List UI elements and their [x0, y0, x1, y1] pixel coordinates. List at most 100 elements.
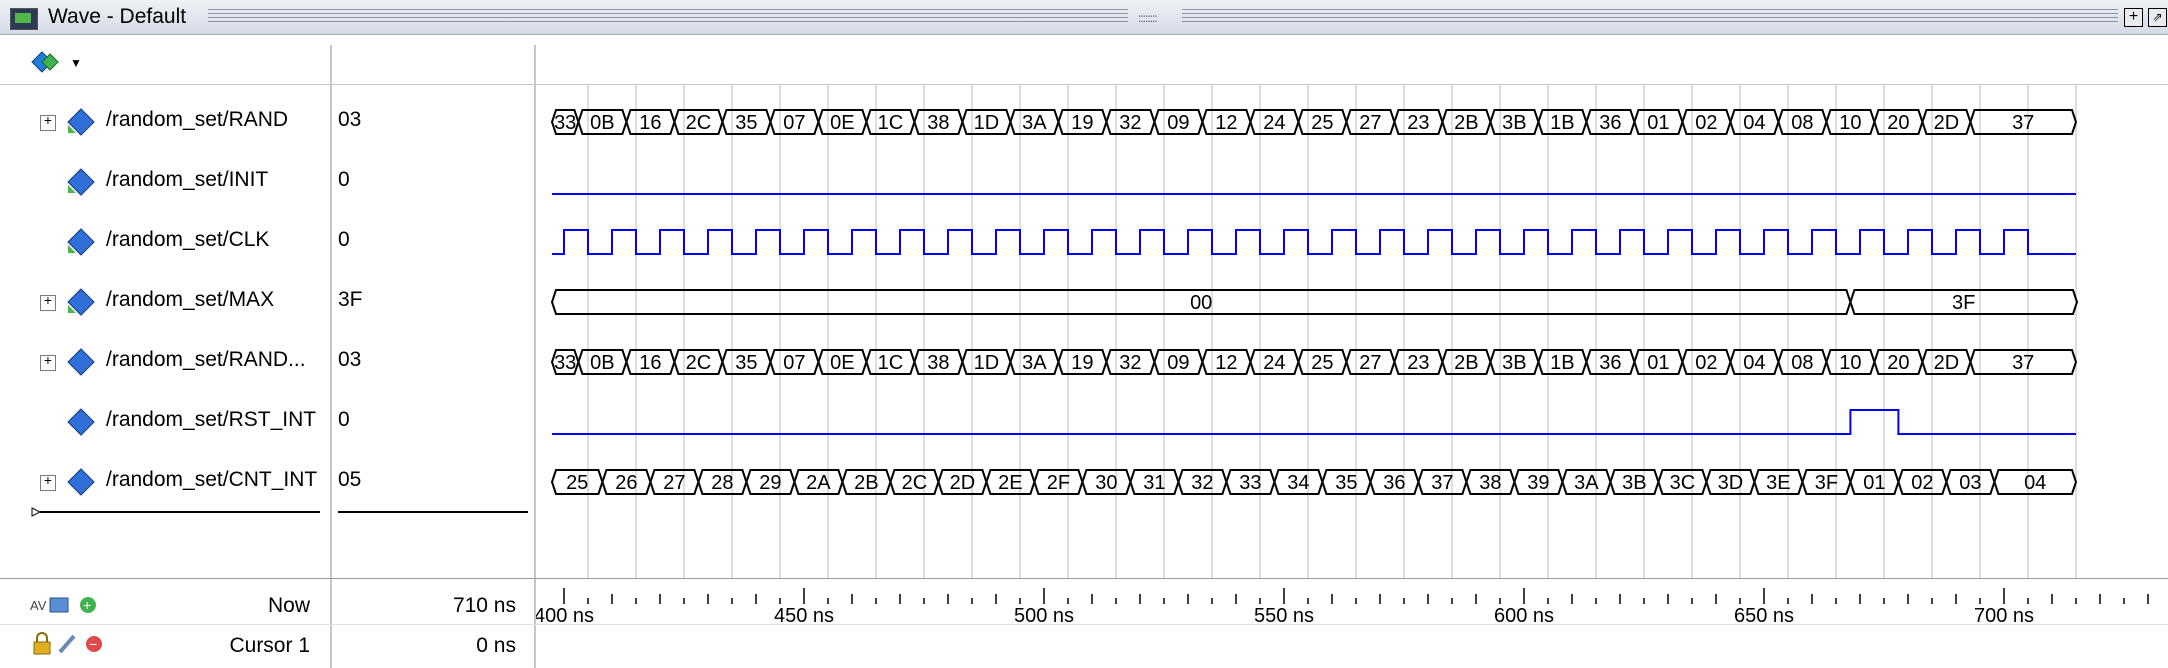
- bus-value-label: 0B: [590, 352, 614, 374]
- signal-row-clk[interactable]: /random_set/CLK 0: [0, 212, 540, 272]
- cursor-label[interactable]: Cursor 1: [229, 634, 310, 657]
- bus-segment: [721, 349, 772, 375]
- bus-segment: [1009, 109, 1060, 135]
- bus-value-label: 00: [1190, 292, 1212, 314]
- bus-value-label: 20: [1887, 112, 1909, 134]
- bus-segment: [1777, 349, 1828, 375]
- divider-value-wave[interactable]: [534, 45, 536, 668]
- expand-icon[interactable]: +: [40, 355, 56, 371]
- bus-value-label: 24: [1263, 352, 1285, 374]
- bus-segment: [1225, 469, 1276, 495]
- bus-segment: [1825, 109, 1876, 135]
- signal-row-max[interactable]: + /random_set/MAX 3F: [0, 272, 540, 332]
- expand-icon[interactable]: +: [40, 475, 56, 491]
- bus-segment: [1969, 109, 2078, 135]
- ruler-time-label: 700 ns: [1974, 605, 2034, 624]
- bus-value-label: 19: [1071, 112, 1093, 134]
- bus-segment: [550, 469, 604, 495]
- bus-segment: [1969, 349, 2078, 375]
- bus-segment: [649, 469, 700, 495]
- bus-value-label: 12: [1215, 352, 1237, 374]
- internal-signal-icon: [67, 348, 95, 376]
- bus-segment: [1825, 349, 1876, 375]
- time-ruler[interactable]: 400 ns 450 ns 500 ns 550 ns 600 ns 650 ns 700 …: [536, 580, 2168, 624]
- window-title: Wave - Default: [48, 5, 187, 28]
- bus-segment: [1921, 109, 1972, 135]
- bus-segment: [1177, 469, 1228, 495]
- add-wave-icon[interactable]: [28, 48, 64, 76]
- signal-row-init[interactable]: /random_set/INIT 0: [0, 152, 540, 212]
- bus-segment: [1057, 109, 1108, 135]
- bus-waveform: 25 26 27 28 29 2A 2B 2C 2D 2E 2F 30 31 32 33 34 35 36 37 38…: [550, 469, 2078, 495]
- svg-text:AV: AV: [30, 598, 47, 613]
- bus-segment: [745, 469, 796, 495]
- bus-value-label: 33: [554, 352, 576, 374]
- bus-value-label: 1C: [878, 112, 904, 134]
- bus-segment: [865, 349, 916, 375]
- bus-segment: [1897, 469, 1948, 495]
- bus-value-label: 23: [1407, 352, 1429, 374]
- bus-segment: [1753, 469, 1804, 495]
- bus-segment: [817, 349, 868, 375]
- wave-pane[interactable]: 33 0B 16 2C 35 07 0E 1C 38 1D 3A 19 32 09 12 24 25 27 23 2B…: [536, 85, 2168, 578]
- maximize-icon[interactable]: +: [2124, 8, 2143, 27]
- bus-value-label: 28: [711, 472, 733, 494]
- bus-value-label: 02: [1695, 112, 1717, 134]
- expand-icon[interactable]: +: [40, 115, 56, 131]
- internal-signal-icon: [67, 408, 95, 436]
- titlebar-grip-dots[interactable]: ::::::::: [1138, 11, 1158, 25]
- signal-value: 0: [338, 168, 350, 191]
- signal-row-cnt-int[interactable]: + /random_set/CNT_INT 05: [0, 452, 540, 512]
- bus-value-label: 3B: [1502, 112, 1526, 134]
- undock-icon[interactable]: ⇗: [2148, 8, 2167, 27]
- bus-segment: [1801, 469, 1852, 495]
- bus-segment: [1297, 109, 1348, 135]
- bus-value-label: 1B: [1550, 352, 1574, 374]
- bus-value-label: 1D: [974, 352, 1000, 374]
- bus-value-label: 39: [1527, 472, 1549, 494]
- bus-segment: [769, 349, 820, 375]
- signal-name: /random_set/CLK: [106, 228, 270, 251]
- divider-name-value[interactable]: [330, 45, 332, 668]
- expand-icon[interactable]: +: [40, 295, 56, 311]
- bus-value-label: 3A: [1022, 112, 1047, 134]
- bus-segment: [1729, 109, 1780, 135]
- bus-value-label: 37: [1431, 472, 1453, 494]
- bus-segment: [550, 289, 1852, 315]
- signal-value: 03: [338, 348, 362, 371]
- bus-value-label: 23: [1407, 112, 1429, 134]
- bus-value-label: 2D: [1934, 112, 1960, 134]
- bus-segment: [1921, 349, 1972, 375]
- bus-value-label: 0B: [590, 112, 614, 134]
- bus-segment: [1633, 109, 1684, 135]
- bus-value-label: 07: [783, 352, 805, 374]
- bus-value-label: 25: [1311, 352, 1333, 374]
- bus-waveform: 33 0B 16 2C 35 07 0E 1C 38 1D 3A 19 32 09 12 24 25 27 23 2B…: [550, 109, 2078, 135]
- signal-value: 03: [338, 108, 362, 131]
- bus-value-label: 31: [1143, 472, 1165, 494]
- titlebar-grip-left[interactable]: [208, 9, 1128, 23]
- bus-segment: [1537, 349, 1588, 375]
- footer-divider[interactable]: [0, 578, 2168, 579]
- ruler-time-label: 500 ns: [1014, 605, 1074, 624]
- signal-row-rand-int[interactable]: + /random_set/RAND... 03: [0, 332, 540, 392]
- bus-value-label: 20: [1887, 352, 1909, 374]
- signal-row-rst-int[interactable]: /random_set/RST_INT 0: [0, 392, 540, 452]
- wave-window-icon: [10, 8, 38, 30]
- bus-segment: [1657, 469, 1708, 495]
- bus-segment: [1417, 469, 1468, 495]
- bus-segment: [1129, 469, 1180, 495]
- chevron-down-icon[interactable]: ▼: [70, 56, 82, 70]
- signal-value: 3F: [338, 288, 363, 311]
- bus-segment: [769, 109, 820, 135]
- lock-cursor-icon[interactable]: −: [30, 632, 110, 656]
- bus-value-label: 16: [639, 112, 661, 134]
- titlebar-grip-right[interactable]: [1182, 9, 2118, 23]
- signal-row-rand[interactable]: + /random_set/RAND 03: [0, 92, 540, 152]
- add-cursor-icon[interactable]: AV +: [30, 594, 102, 616]
- bus-value-label: 0E: [830, 352, 854, 374]
- bus-value-label: 35: [1335, 472, 1357, 494]
- ruler-time-label: 600 ns: [1494, 605, 1554, 624]
- bus-segment: [577, 109, 628, 135]
- bus-value-label: 01: [1863, 472, 1885, 494]
